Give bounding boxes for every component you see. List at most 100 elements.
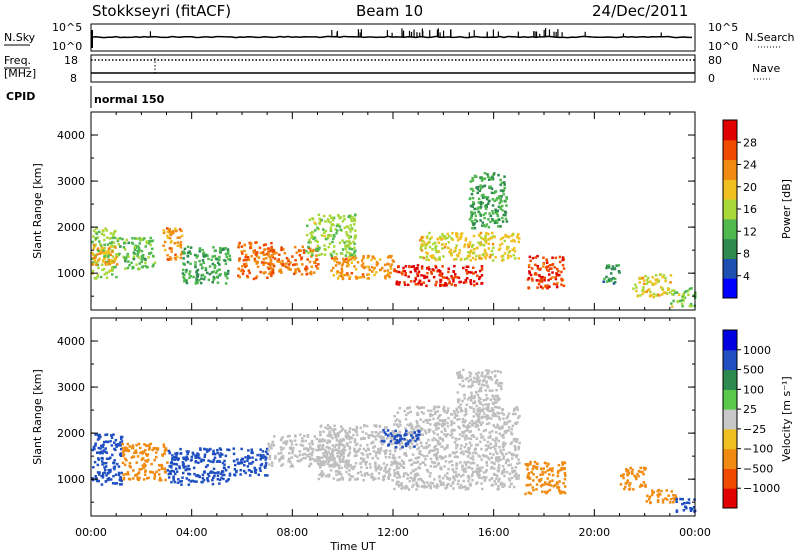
data-cell xyxy=(309,247,312,251)
data-cell xyxy=(464,488,468,491)
data-cell xyxy=(527,277,531,280)
data-cell xyxy=(539,467,543,470)
data-cell xyxy=(145,444,149,448)
data-cell xyxy=(344,247,348,251)
data-cell xyxy=(434,465,438,468)
data-cell xyxy=(445,411,449,414)
data-cell xyxy=(542,483,545,486)
data-cell xyxy=(328,458,331,462)
data-cell xyxy=(318,473,321,476)
data-cell xyxy=(120,483,123,486)
data-cell xyxy=(382,462,386,465)
data-cell xyxy=(502,181,506,184)
data-cell xyxy=(350,466,353,469)
data-cell xyxy=(560,491,563,494)
data-cell xyxy=(270,274,273,278)
data-cell xyxy=(456,418,459,421)
data-cell xyxy=(546,265,549,268)
data-cell xyxy=(268,454,272,457)
data-cell xyxy=(308,238,311,242)
data-cell xyxy=(212,278,215,281)
data-cell xyxy=(204,268,208,272)
nsky-label: N.Sky xyxy=(4,31,36,44)
data-cell xyxy=(105,461,108,465)
data-cell xyxy=(420,433,423,436)
data-cell xyxy=(224,469,228,472)
data-cell xyxy=(241,252,244,255)
data-cell xyxy=(372,478,375,481)
data-cell xyxy=(241,264,244,268)
data-cell xyxy=(391,430,394,433)
data-cell xyxy=(233,459,236,463)
data-cell xyxy=(481,253,485,257)
data-cell xyxy=(478,421,481,424)
data-cell xyxy=(117,243,120,246)
data-cell xyxy=(528,270,531,273)
data-cell xyxy=(472,223,475,227)
data-cell xyxy=(328,242,332,245)
data-cell xyxy=(480,268,484,271)
data-cell xyxy=(517,240,520,244)
data-cell xyxy=(498,195,501,198)
data-cell xyxy=(203,453,207,456)
data-cell xyxy=(462,424,465,427)
data-cell xyxy=(194,265,197,269)
data-cell xyxy=(398,483,401,487)
data-cell xyxy=(157,468,161,472)
data-cell xyxy=(491,438,495,441)
data-cell xyxy=(244,262,248,266)
data-cell xyxy=(331,456,335,459)
data-cell xyxy=(379,440,382,444)
x-tick-label: 20:00 xyxy=(578,526,610,539)
data-cell xyxy=(410,265,414,268)
data-cell xyxy=(506,256,510,260)
data-cell xyxy=(517,416,520,420)
data-cell xyxy=(427,258,430,262)
data-region xyxy=(526,254,566,290)
data-cell xyxy=(373,257,377,260)
data-cell xyxy=(405,454,408,457)
data-cell xyxy=(610,279,613,282)
data-cell xyxy=(341,427,345,431)
data-cell xyxy=(223,467,226,470)
data-cell xyxy=(124,473,128,476)
data-cell xyxy=(443,465,446,468)
data-cell xyxy=(334,428,337,431)
data-cell xyxy=(375,260,379,264)
data-cell xyxy=(443,422,446,426)
data-cell xyxy=(394,419,397,423)
data-cell xyxy=(195,271,198,274)
data-cell xyxy=(430,236,433,239)
data-cell xyxy=(110,242,113,245)
data-cell xyxy=(404,427,407,430)
data-cell xyxy=(320,456,324,459)
data-cell xyxy=(234,463,237,467)
data-cell xyxy=(345,461,349,464)
data-cell xyxy=(104,468,107,472)
data-cell xyxy=(517,447,520,451)
data-cell xyxy=(452,250,456,253)
data-cell xyxy=(182,257,185,260)
data-cell xyxy=(285,256,289,260)
data-cell xyxy=(197,453,200,456)
data-cell xyxy=(101,460,104,463)
data-cell xyxy=(475,282,479,285)
data-cell xyxy=(564,474,567,477)
data-cell xyxy=(100,244,103,247)
data-cell xyxy=(341,248,345,251)
data-cell xyxy=(477,389,481,393)
data-cell xyxy=(134,474,137,477)
data-cell xyxy=(155,447,158,450)
colorbar-tick-label: 100 xyxy=(743,383,764,396)
data-cell xyxy=(510,452,513,455)
data-cell xyxy=(497,479,500,483)
data-cell xyxy=(204,465,208,469)
data-cell xyxy=(434,445,437,448)
data-cell xyxy=(505,220,509,223)
data-cell xyxy=(108,261,111,265)
data-cell xyxy=(105,276,109,280)
data-cell xyxy=(347,430,351,433)
data-cell xyxy=(181,461,185,464)
data-cell xyxy=(347,236,351,240)
data-cell xyxy=(380,466,383,470)
